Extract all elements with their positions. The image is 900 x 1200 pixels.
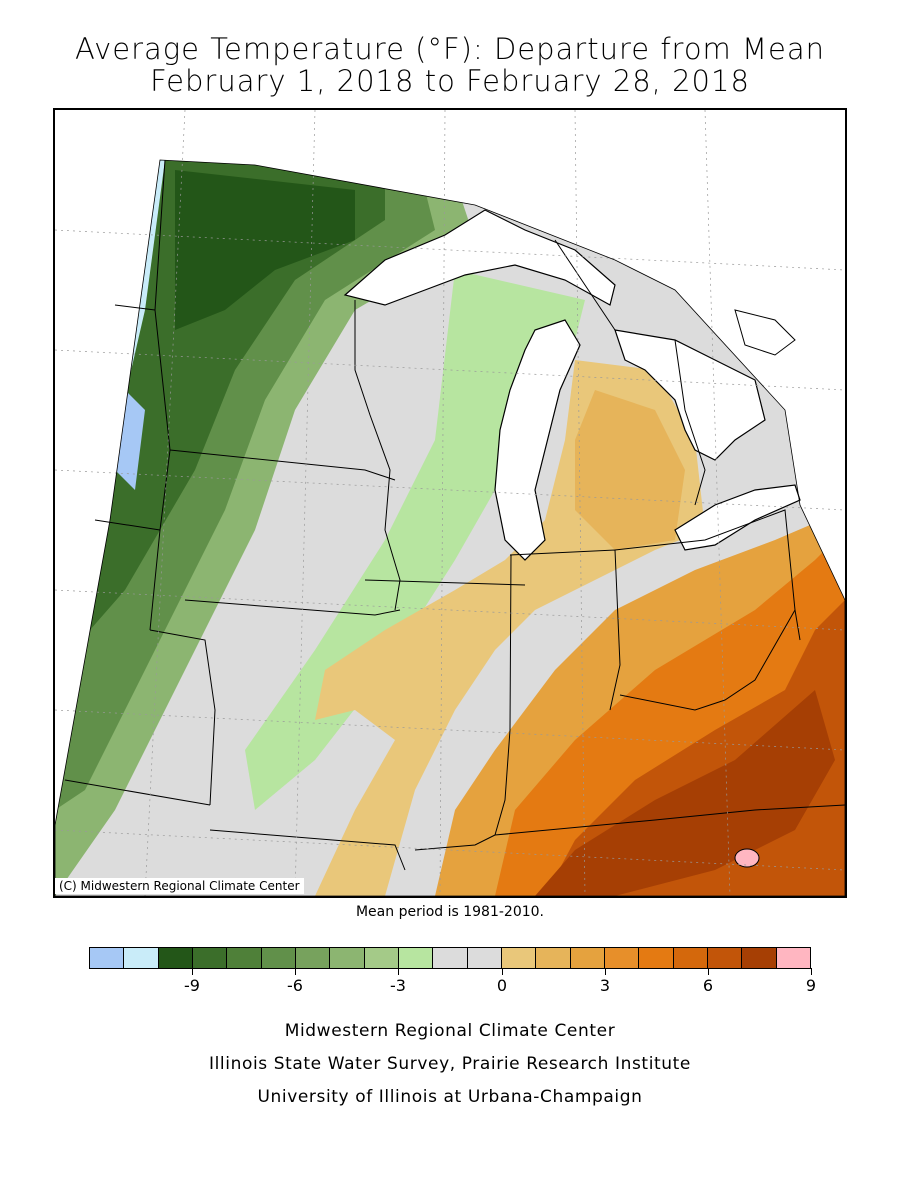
zone-green-darkest <box>175 170 355 330</box>
legend-tick-label: 0 <box>496 976 508 995</box>
legend-swatch <box>604 948 640 968</box>
legend-swatch <box>673 948 708 968</box>
mean-period-note: Mean period is 1981-2010. <box>355 904 545 920</box>
legend-swatch <box>398 948 434 968</box>
legend-swatch <box>90 948 125 968</box>
legend-swatch <box>742 948 777 968</box>
legend-swatch <box>261 948 296 968</box>
map-area <box>53 108 847 898</box>
legend-tick <box>295 968 296 975</box>
legend-swatch <box>158 948 193 968</box>
map-credit: (C) Midwestern Regional Climate Center <box>55 878 304 894</box>
legend-swatch <box>467 948 502 968</box>
legend-swatch <box>330 948 365 968</box>
lake-superior <box>343 209 616 306</box>
legend-swatch <box>639 948 674 968</box>
legend-tick-label: -3 <box>390 976 406 995</box>
zone-orange-light <box>575 390 685 550</box>
footer-university: University of Illinois at Urbana-Champai… <box>257 1087 643 1107</box>
legend-swatch <box>433 948 468 968</box>
temperature-departure-map <box>55 110 845 896</box>
georgian-bay <box>734 309 796 356</box>
legend-tick-label: 9 <box>805 976 817 995</box>
legend-swatch <box>124 948 159 968</box>
map-title: Average Temperature (°F): Departure from… <box>74 32 826 66</box>
legend-swatch <box>192 948 228 968</box>
legend-swatch <box>295 948 331 968</box>
footer-org: Midwestern Regional Climate Center <box>284 1021 616 1041</box>
legend-swatch <box>776 948 810 968</box>
map-date-range: February 1, 2018 to February 28, 2018 <box>150 64 750 98</box>
legend-tick-label: -6 <box>287 976 303 995</box>
graticule <box>55 110 845 896</box>
legend-tick <box>811 968 812 975</box>
zone-pink <box>734 848 760 868</box>
legend-tick <box>398 968 399 975</box>
legend-swatch <box>536 948 571 968</box>
footer-survey: Illinois State Water Survey, Prairie Res… <box>209 1054 691 1074</box>
color-legend <box>89 947 811 969</box>
legend-swatch <box>501 948 537 968</box>
legend-tick <box>502 968 503 975</box>
legend-tick-label: 6 <box>702 976 714 995</box>
legend-tick <box>708 968 709 975</box>
state-borders <box>64 159 845 871</box>
lake-michigan <box>494 319 581 561</box>
lake-erie <box>674 484 801 551</box>
legend-tick-label: -9 <box>184 976 200 995</box>
lake-huron <box>614 329 766 461</box>
legend-tick <box>605 968 606 975</box>
legend-tick <box>192 968 193 975</box>
zone-orange-darkest <box>535 690 835 896</box>
region-outline <box>55 159 845 896</box>
legend-tick-label: 3 <box>599 976 611 995</box>
legend-swatch <box>707 948 743 968</box>
legend-swatch <box>364 948 399 968</box>
legend-swatch <box>227 948 262 968</box>
legend-swatch <box>570 948 605 968</box>
